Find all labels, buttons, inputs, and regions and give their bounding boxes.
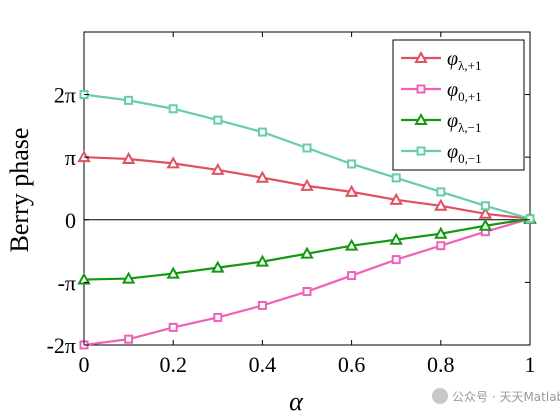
wechat-icon [432,388,448,404]
data-point [255,254,270,267]
legend-marker [416,84,426,94]
legend-label: φ0,−1 [447,141,482,166]
data-point [391,173,401,183]
legend-marker [416,146,426,156]
legend-box [392,39,525,171]
watermark-text: 公众号 · 天天Matlab [452,390,560,404]
data-point [344,184,359,197]
legend: φλ,+1 φ0,+1 φλ,−1 φ0,−1 [392,39,525,171]
data-point [121,151,136,164]
data-point [168,322,178,332]
data-point [213,115,223,125]
data-point [434,226,448,239]
data-point [436,241,446,251]
data-point [302,143,312,153]
legend-label: φλ,−1 [447,110,481,135]
data-point [525,214,535,224]
data-point [166,156,180,169]
x-tick-label: 0 [79,352,90,377]
data-point [347,271,357,281]
x-tick-label: 1 [525,352,536,377]
legend-item: φλ,+1 [401,48,481,73]
data-point [344,238,359,251]
x-axis-title: α [289,387,304,416]
legend-item: φ0,+1 [401,79,482,104]
legend-item: φ0,−1 [401,141,482,166]
data-point [213,312,223,322]
data-point [389,192,403,205]
x-tick-label: 0.8 [427,352,455,377]
data-point [211,260,225,273]
data-point [434,198,448,211]
series-line [83,217,531,347]
x-tick-label: 0.4 [249,352,277,377]
data-point [389,232,403,245]
tick-layer: 0 0.2 0.4 0.6 0.8 1 -2π -π 0 π 2π [47,32,536,377]
data-point [436,187,446,197]
data-point [257,300,267,310]
plot-frame [83,31,531,346]
plot-box [83,31,531,346]
legend-item: φλ,−1 [401,110,481,135]
y-tick-label: -2π [47,333,76,358]
data-point [478,206,493,219]
data-point [255,170,270,183]
y-tick-label: 2π [54,83,76,108]
watermark: 公众号 · 天天Matlab [432,388,560,405]
y-tick-label: 0 [65,208,76,233]
data-point [347,159,357,169]
data-point [124,95,134,105]
series-layer [77,90,537,350]
y-tick-label: π [65,145,76,170]
data-point [166,266,180,279]
y-axis-title: Berry phase [5,128,34,253]
data-point [168,104,178,114]
data-point [211,162,225,175]
series-1 [79,214,535,350]
x-tick-label: 0.2 [159,352,187,377]
data-point [480,201,490,211]
data-point [124,334,134,344]
data-point [391,255,401,265]
data-point [77,272,91,285]
series-2 [77,211,537,285]
data-point [121,271,136,284]
data-point [302,287,312,297]
data-point [300,246,314,259]
series-3 [79,90,535,224]
x-tick-label: 0.6 [338,352,366,377]
legend-marker [414,112,428,125]
data-point [257,127,267,137]
y-tick-label: -π [58,270,76,295]
legend-label: φλ,+1 [447,48,481,73]
data-point [300,178,314,191]
data-point [478,218,493,231]
legend-marker [414,50,428,63]
legend-label: φ0,+1 [447,79,482,104]
